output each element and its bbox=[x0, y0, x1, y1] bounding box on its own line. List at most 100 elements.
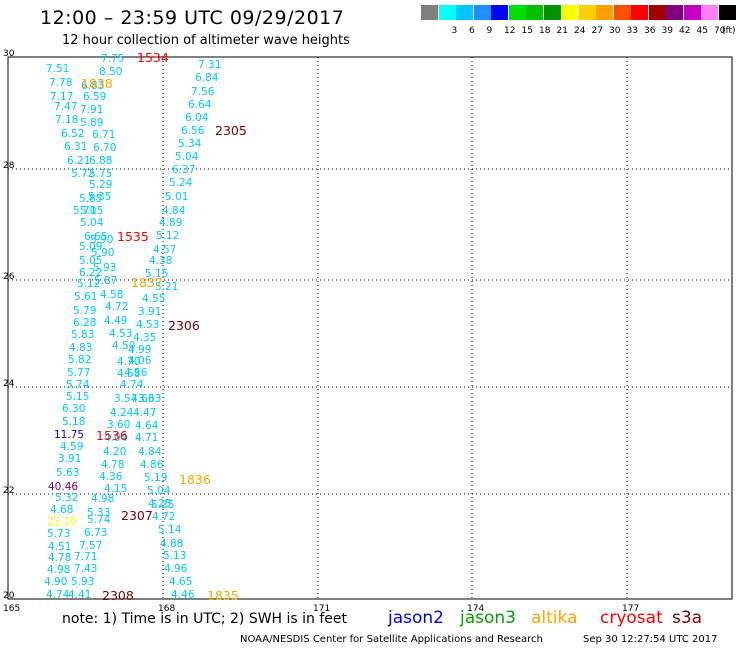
wave-height-label: 6.73 bbox=[84, 527, 107, 539]
legend-swatch bbox=[508, 5, 526, 20]
legend-swatch bbox=[543, 5, 561, 20]
wave-height-label: 5.18 bbox=[62, 416, 85, 428]
wave-height-label: 4.78 bbox=[101, 459, 124, 471]
wave-height-label: 40.46 bbox=[48, 481, 78, 493]
pass-time-label: 1838 bbox=[81, 76, 113, 91]
wave-height-label: 5.85 bbox=[79, 193, 102, 205]
wave-height-label: 6.28 bbox=[73, 317, 96, 329]
wave-height-label: 5.70 bbox=[73, 205, 96, 217]
wave-height-label: 4.59 bbox=[60, 441, 83, 453]
lat-tick-label: 24 bbox=[3, 379, 15, 389]
wave-height-label: 5.04 bbox=[175, 151, 199, 163]
legend-label: 33 bbox=[626, 26, 638, 36]
legend-swatch bbox=[701, 5, 718, 20]
wave-height-label: 6.64 bbox=[188, 99, 212, 111]
wave-height-label: 5.93 bbox=[93, 262, 116, 274]
wave-height-label: 7.31 bbox=[198, 59, 221, 71]
wave-height-label: 4.78 bbox=[48, 552, 71, 564]
wave-height-label: 4.98 bbox=[91, 493, 114, 505]
wave-height-label: 6.65 bbox=[84, 231, 107, 243]
wave-height-label: 7.51 bbox=[46, 63, 69, 75]
legend-swatch bbox=[718, 5, 736, 20]
wave-height-label: 5.04 bbox=[147, 485, 171, 497]
legend-swatch bbox=[491, 5, 508, 20]
pass-time-label: 2308 bbox=[102, 588, 134, 603]
wave-height-label: 4.71 bbox=[135, 432, 158, 444]
wave-height-label: 4.25 bbox=[148, 498, 171, 510]
wave-height-label: 5.83 bbox=[71, 329, 94, 341]
lat-tick-label: 28 bbox=[3, 161, 15, 171]
wave-height-label: 5.87 bbox=[94, 275, 117, 287]
wave-height-label: 4.58 bbox=[100, 289, 123, 301]
wave-height-label: 6.30 bbox=[62, 403, 85, 415]
lat-tick-label: 26 bbox=[3, 272, 15, 282]
wave-height-label: 8.50 bbox=[99, 66, 122, 78]
wave-height-label: 3.60 bbox=[107, 419, 130, 431]
wave-height-label: 23.10 bbox=[47, 516, 77, 528]
footnote: note: 1) Time is in UTC; 2) SWH is in fe… bbox=[62, 611, 348, 627]
legend-swatch bbox=[456, 5, 473, 20]
pass-time-label: 1536 bbox=[96, 428, 128, 443]
wave-height-label: 11.75 bbox=[54, 429, 84, 441]
wave-height-label: 5.34 bbox=[178, 138, 202, 150]
lat-tick-label: 22 bbox=[3, 486, 14, 496]
wave-height-label: 4.50 bbox=[112, 340, 135, 352]
wave-height-label: 6.59 bbox=[83, 91, 106, 103]
wave-height-label: 6.22 bbox=[79, 267, 102, 279]
pass-time-label: 2307 bbox=[121, 508, 153, 523]
wave-height-label: 5.15 bbox=[145, 268, 168, 280]
wave-height-label: 4.84 bbox=[162, 205, 186, 217]
wave-height-label: 4.84 bbox=[138, 446, 162, 458]
wave-height-label: 5.61 bbox=[74, 291, 97, 303]
wave-height-label: 6.37 bbox=[172, 164, 195, 176]
wave-height-label: 5.09 bbox=[79, 241, 102, 253]
wave-height-label: 5.75 bbox=[89, 168, 112, 180]
wave-height-label: 4.96 bbox=[164, 563, 188, 575]
wave-height-label: 7.78 bbox=[49, 77, 72, 89]
wave-height-label: 5.13 bbox=[163, 550, 186, 562]
wave-height-label: 5.74 bbox=[66, 379, 90, 391]
wave-height-label: 6.70 bbox=[93, 142, 116, 154]
legend-swatch bbox=[648, 5, 666, 20]
wave-height-label: 3.91 bbox=[138, 306, 161, 318]
lon-tick-label: 174 bbox=[467, 604, 484, 614]
pass-time-label: 1837 bbox=[131, 275, 163, 290]
wave-height-label: 4.35 bbox=[133, 332, 156, 344]
wave-height-label: 5.14 bbox=[158, 524, 182, 536]
wave-height-label: 4.63 bbox=[131, 393, 154, 405]
wave-height-label: 4.89 bbox=[159, 217, 182, 229]
wave-height-label: 4.72 bbox=[152, 511, 175, 523]
legend-label: 24 bbox=[574, 26, 586, 36]
wave-height-label: 4.56 bbox=[124, 367, 148, 379]
map-frame bbox=[7, 56, 733, 600]
wave-height-label: 5.74 bbox=[87, 514, 111, 526]
wave-height-label: 4.64 bbox=[135, 420, 159, 432]
wave-height-label: 7.43 bbox=[74, 563, 97, 575]
wave-height-label: 4.04 bbox=[104, 432, 128, 444]
wave-height-label: 7.71 bbox=[74, 551, 97, 563]
legend-label: 6 bbox=[469, 26, 475, 36]
wave-height-label: 4.70 bbox=[117, 356, 140, 368]
wave-height-label: 5.24 bbox=[169, 177, 193, 189]
wave-height-label: 4.36 bbox=[99, 471, 123, 483]
wave-height-label: 4.86 bbox=[140, 459, 164, 471]
wave-height-label: 5.21 bbox=[155, 281, 178, 293]
wave-height-label: 4.55 bbox=[142, 293, 165, 305]
legend-label: 42 bbox=[679, 26, 691, 36]
legend-label: 21 bbox=[556, 26, 568, 36]
wave-height-label: 7.17 bbox=[50, 91, 73, 103]
wave-height-label: 6.84 bbox=[195, 72, 219, 84]
wave-height-label: 5.25 bbox=[151, 499, 174, 511]
wave-height-label: 4.74 bbox=[120, 379, 144, 391]
legend-label: 9 bbox=[486, 26, 493, 36]
generated-timestamp: Sep 30 12:27:54 UTC 2017 bbox=[583, 634, 718, 645]
legend-swatch bbox=[596, 5, 613, 20]
wave-height-label: 5.90 bbox=[91, 247, 114, 259]
wave-height-label: 5.12 bbox=[156, 230, 179, 242]
pass-time-label: 1836 bbox=[179, 472, 211, 487]
wave-height-label: 4.20 bbox=[103, 446, 126, 458]
pass-time-label: 1835 bbox=[207, 588, 239, 603]
wave-height-label: 4.38 bbox=[149, 255, 172, 267]
wave-height-label: 4.51 bbox=[48, 541, 71, 553]
wave-height-label: 4.88 bbox=[160, 538, 183, 550]
